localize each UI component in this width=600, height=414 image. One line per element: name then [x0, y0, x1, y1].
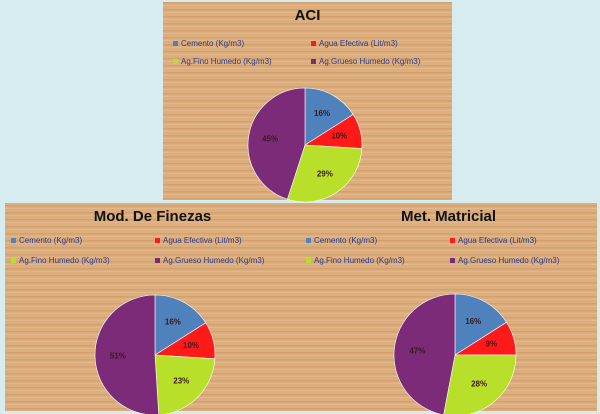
slice-label: 51%	[110, 351, 126, 360]
legend-label: Cemento (Kg/m3)	[181, 39, 244, 48]
legend-label: Ag.Grueso Humedo (Kg/m3)	[319, 57, 421, 66]
legend-swatch	[311, 59, 316, 64]
chart-title: Met. Matricial	[401, 208, 496, 225]
legend-label: Ag.Grueso Humedo (Kg/m3)	[163, 256, 265, 265]
legend-swatch	[311, 41, 316, 46]
legend-swatch	[155, 258, 160, 263]
slice-label: 9%	[486, 340, 498, 349]
legend-swatch	[173, 41, 178, 46]
legend-swatch	[306, 238, 311, 243]
legend-label: Ag.Fino Humedo (Kg/m3)	[314, 256, 405, 265]
slice-label: 29%	[317, 169, 333, 178]
slice-label: 16%	[465, 317, 481, 326]
chart-title: ACI	[295, 7, 321, 24]
slice-label: 28%	[471, 379, 487, 388]
slice-label: 10%	[331, 131, 347, 140]
slice-label: 16%	[314, 109, 330, 118]
legend-label: Agua Efectiva (Lit/m3)	[319, 39, 398, 48]
legend-swatch	[450, 238, 455, 243]
legend-label: Agua Efectiva (Lit/m3)	[458, 236, 537, 245]
chart-title: Mod. De Finezas	[94, 208, 212, 225]
legend-label: Agua Efectiva (Lit/m3)	[163, 236, 242, 245]
legend-swatch	[173, 59, 178, 64]
slice-label: 23%	[173, 376, 189, 385]
legend-swatch	[11, 238, 16, 243]
legend-label: Ag.Fino Humedo (Kg/m3)	[181, 57, 272, 66]
legend-swatch	[155, 238, 160, 243]
slice-label: 47%	[409, 347, 425, 356]
legend-label: Ag.Fino Humedo (Kg/m3)	[19, 256, 110, 265]
legend-swatch	[11, 258, 16, 263]
legend-swatch	[450, 258, 455, 263]
slice-label: 45%	[262, 135, 278, 144]
legend-label: Ag.Grueso Humedo (Kg/m3)	[458, 256, 560, 265]
slice-label: 16%	[165, 318, 181, 327]
legend-swatch	[306, 258, 311, 263]
legend-label: Cemento (Kg/m3)	[314, 236, 377, 245]
slice-label: 10%	[183, 341, 199, 350]
legend-label: Cemento (Kg/m3)	[19, 236, 82, 245]
screen: ACI Cemento (Kg/m3) Agua Efectiva (Lit/m3)…	[0, 0, 600, 414]
